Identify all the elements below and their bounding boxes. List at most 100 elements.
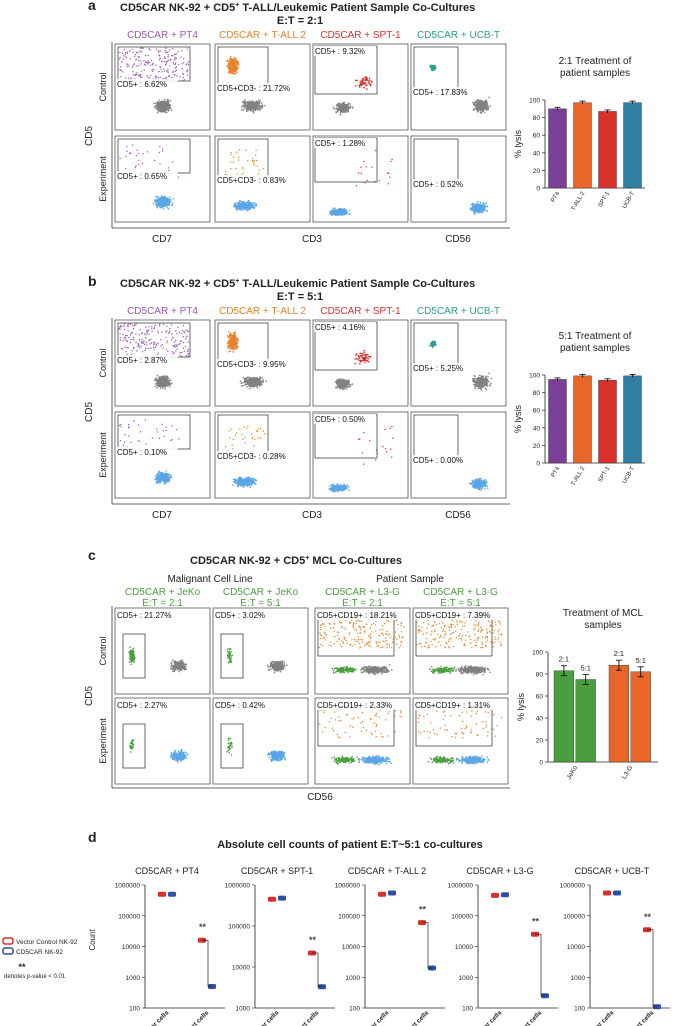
plot-frame [312,319,409,407]
bar [630,671,651,763]
significance-bracket [535,933,545,997]
x-tick-label: JeKo [566,764,580,781]
panel-letter: b [88,273,97,289]
bar [573,102,592,189]
x-tick-label: Target cells [625,1009,655,1026]
column-header: CD5CAR + JeKo [223,587,299,598]
row-label: Control [98,636,108,665]
y-tick-label: 0 [539,760,543,767]
control-marker [603,890,611,896]
y-tick-label: 100 [529,373,540,380]
y-tick-label: 1000 [459,975,474,982]
gate-label: CD5+ : 0.52% [413,180,463,189]
y-tick-label: 100 [574,1006,585,1013]
flow-plot: CD5+ : 2.27% [114,697,211,785]
flow-plot: CD5+ : 0.10% [114,411,211,499]
x-tick-label: UCB-T [622,466,637,485]
x-axis-label: CD56 [445,510,471,521]
gate-label: CD5+CD19+ : 18.21% [317,611,397,620]
x-axis-label: CD56 [307,792,333,803]
gate-box [122,723,146,769]
gate-label: CD5+ : 0.50% [315,415,365,424]
gate-box [220,723,244,769]
y-tick-label: 10000 [342,944,360,951]
column-header: CD5CAR + UCB-T [417,306,500,317]
row-label: Experiment [98,718,108,764]
column-header: CD5CAR + T-ALL 2 [219,306,306,317]
gate-label: CD5+ : 9.32% [315,47,365,56]
gate-label: CD5+ : 0.00% [413,456,463,465]
panel-subtitle: E:T = 2:1 [277,15,323,27]
car-marker [278,895,286,901]
gate-label: CD5+CD19+ : 1.31% [415,701,490,710]
x-tick-label: PT4 [551,190,562,203]
panel-letter: a [88,0,96,13]
bar [623,102,642,189]
column-ratio: E:T = 5:1 [440,598,481,609]
flow-plot: CD5+ : 4.16% [312,319,409,407]
flow-plot: CD5+ : 0.00% [410,411,507,499]
car-marker [501,892,509,898]
panel-letter: d [88,829,97,845]
y-tick-label: 1000000 [560,883,586,890]
panel-title: CD5CAR NK-92 + CD5+ MCL Co-Cultures [190,555,402,567]
plot-frame [114,697,211,785]
gate-label: CD5+ : 1.28% [315,139,365,148]
control-marker [268,896,276,902]
column-ratio: E:T = 5:1 [240,598,281,609]
count-plot: CD5CAR + SPT-1 1000 10000 100000 1000000 ** Ef… [225,866,335,1026]
x-tick-label: Effector cells [582,1009,616,1026]
y-tick-label: 60 [533,408,541,415]
bar [598,380,617,464]
gate-label: CD5+CD19+ : 2.33% [317,701,392,710]
y-tick-label: 1000000 [448,883,474,890]
flow-plot: CD5+ : 17.83% [410,43,507,131]
row-label: Experiment [98,432,108,478]
x-tick-label: SPT-1 [598,465,612,483]
flow-plot: CD5+CD3- : 0.83% [214,135,311,223]
flow-plot: CD5+ : 5.25% [410,319,507,407]
y-tick-label: 60 [536,694,544,701]
x-axis-label: CD7 [152,510,172,521]
plot-frame [312,411,409,499]
y-tick-label: 1000 [126,975,141,982]
gate-label: CD5+ : 6.62% [117,80,167,89]
panel-title: CD5CAR NK-92 + CD5+ T-ALL/Leukemic Patie… [120,2,475,14]
column-ratio: E:T = 2:1 [142,598,183,609]
x-tick-label: Effector cells [247,1009,281,1026]
x-tick-label: L3-G [621,765,634,781]
legend-swatch-control [2,937,14,945]
gate-label: CD5+CD19+ : 7.39% [415,611,490,620]
bar-label: 5:1 [580,664,590,673]
column-header: CD5CAR + L3-G [423,587,498,598]
y-tick-label: 1000000 [115,883,141,890]
x-tick-label: Target cells [400,1009,430,1026]
gate-label: CD5+CD3- : 9.95% [217,360,286,369]
flow-plot: CD5+ : 2.87% [114,319,211,407]
count-plot: CD5CAR + T-ALL 2 100 1000 10000 100000 100000… [335,866,445,1026]
gate-label: CD5+CD3- : 0.83% [217,176,286,185]
bar [553,670,574,763]
control-marker [491,892,499,898]
significance-mark: ** [309,935,317,945]
control-marker [378,891,386,897]
flow-plot: CD5+ : 0.65% [114,135,211,223]
y-tick-label: 20 [536,738,544,745]
flow-plot: CD5+ : 21.27% [114,607,211,695]
y-tick-label: 1000 [236,1006,251,1013]
plot-title: CD5CAR + T-ALL 2 [348,866,426,876]
x-tick-label: Target cells [290,1009,320,1026]
chart-title: samples [584,620,621,631]
gate-label: CD5+ : 2.87% [117,356,167,365]
count-plot: CD5CAR + L3-G 100 1000 10000 100000 1000000 **… [448,866,558,1026]
flow-plot: CD5+CD3- : 21.72% [214,43,311,131]
bar [575,679,596,763]
row-label: Control [98,72,108,101]
flow-plot: CD5+CD3- : 9.95% [214,319,311,407]
x-axis-label: CD3 [302,510,322,521]
flow-plot: CD5+ : 0.50% [312,411,409,499]
plot-frame [212,607,309,695]
bar [573,375,592,464]
significance-mark: ** [199,922,207,932]
flow-plot: CD5+ : 1.28% [312,135,409,223]
